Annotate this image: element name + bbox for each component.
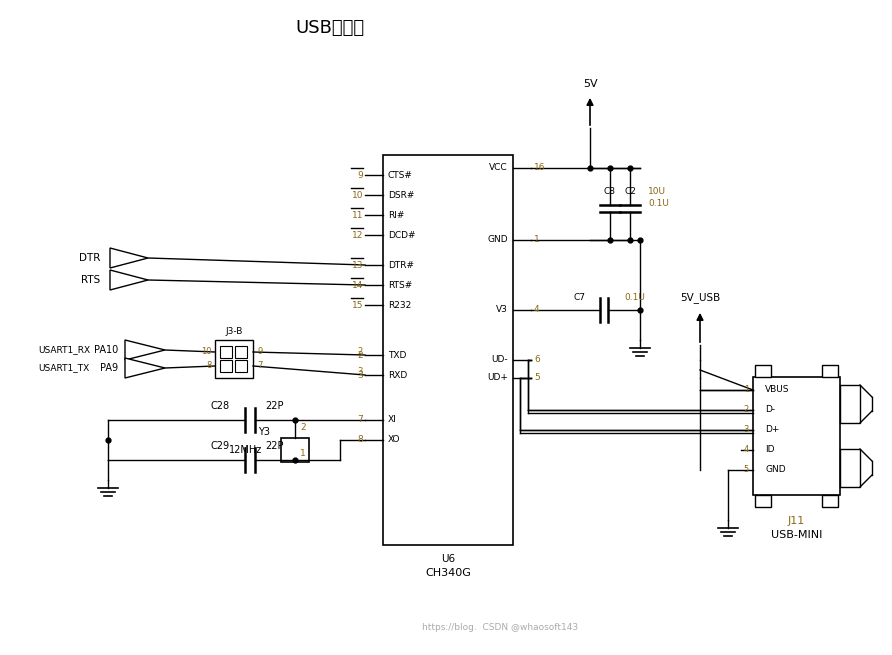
Text: 1: 1 (744, 386, 749, 394)
Bar (215, 340, 253, 378)
Text: 5: 5 (744, 466, 749, 474)
Text: 12: 12 (351, 231, 363, 240)
Text: Y3: Y3 (258, 427, 270, 437)
Bar (220, 346, 232, 358)
Text: C8: C8 (604, 187, 616, 196)
Text: 22P: 22P (266, 441, 285, 451)
Text: RTS#: RTS# (388, 280, 412, 290)
Text: USART1_TX: USART1_TX (38, 364, 89, 373)
Bar (235, 360, 247, 372)
Text: 11: 11 (351, 210, 363, 219)
Bar (840, 449, 860, 487)
Text: 3: 3 (358, 367, 363, 377)
Text: 14: 14 (351, 280, 363, 290)
Text: C29: C29 (211, 441, 229, 451)
Text: 1: 1 (300, 449, 306, 458)
Text: C7: C7 (574, 293, 586, 303)
Text: 4: 4 (744, 445, 749, 455)
Text: 3: 3 (358, 371, 363, 379)
Text: D-: D- (765, 405, 775, 415)
Text: VCC: VCC (490, 164, 508, 172)
Text: 10: 10 (202, 348, 212, 356)
Text: XO: XO (388, 436, 401, 445)
Text: V3: V3 (496, 305, 508, 314)
Bar (840, 385, 860, 423)
Text: 4: 4 (534, 305, 540, 314)
Bar (281, 438, 309, 462)
Bar (220, 360, 232, 372)
Polygon shape (125, 340, 165, 360)
Text: 2: 2 (744, 405, 749, 415)
Text: USB转串口: USB转串口 (295, 19, 365, 37)
Text: R232: R232 (388, 301, 411, 310)
Text: 0.1U: 0.1U (624, 293, 645, 303)
Text: UD+: UD+ (487, 373, 508, 383)
Text: RXD: RXD (388, 371, 408, 379)
Text: 2: 2 (300, 424, 306, 432)
Text: VBUS: VBUS (765, 386, 789, 394)
Text: GND: GND (487, 236, 508, 244)
Text: 1: 1 (534, 236, 540, 244)
Text: 12MHz: 12MHz (228, 445, 262, 455)
Text: 6: 6 (534, 356, 540, 364)
Text: CTS#: CTS# (388, 170, 413, 179)
Polygon shape (110, 248, 148, 268)
Text: TXD: TXD (388, 350, 407, 360)
Polygon shape (125, 358, 165, 378)
Text: 9: 9 (358, 170, 363, 179)
Text: XI: XI (388, 415, 397, 424)
Text: 7: 7 (358, 415, 363, 424)
Text: GND: GND (765, 466, 786, 474)
Text: 7: 7 (257, 362, 262, 371)
Text: C2: C2 (624, 187, 636, 196)
Bar (753, 377, 840, 495)
Text: DCD#: DCD# (388, 231, 416, 240)
Bar (235, 346, 247, 358)
Text: 13: 13 (351, 261, 363, 269)
Text: U6: U6 (441, 554, 455, 564)
Text: DTR#: DTR# (388, 261, 414, 269)
Text: PA10: PA10 (94, 345, 118, 355)
Text: 8: 8 (358, 436, 363, 445)
Text: 0.1U: 0.1U (648, 200, 669, 208)
Text: 9: 9 (257, 348, 262, 356)
Text: D+: D+ (765, 426, 780, 434)
Text: RTS: RTS (81, 275, 100, 285)
Text: 5V: 5V (582, 79, 598, 89)
Text: J11: J11 (788, 516, 805, 526)
Bar (822, 495, 838, 507)
Bar (755, 365, 771, 377)
Text: C28: C28 (211, 401, 229, 411)
Text: 8: 8 (207, 362, 212, 371)
Text: 2: 2 (358, 348, 363, 356)
Text: 5V_USB: 5V_USB (680, 293, 720, 303)
Text: 10: 10 (351, 191, 363, 200)
Text: J3-B: J3-B (226, 328, 243, 337)
Text: UD-: UD- (491, 356, 508, 364)
Text: ID: ID (765, 445, 774, 455)
Text: 5: 5 (534, 373, 540, 383)
Text: RI#: RI# (388, 210, 404, 219)
Text: 10U: 10U (648, 187, 666, 196)
Text: USART1_RX: USART1_RX (38, 345, 90, 354)
Text: CH340G: CH340G (425, 568, 471, 578)
Bar (383, 155, 513, 545)
Polygon shape (110, 270, 148, 290)
Text: 3: 3 (744, 426, 749, 434)
Text: DTR: DTR (78, 253, 100, 263)
Text: 2: 2 (358, 350, 363, 360)
Text: 22P: 22P (266, 401, 285, 411)
Bar (755, 495, 771, 507)
Text: PA9: PA9 (100, 363, 118, 373)
Text: 16: 16 (534, 164, 546, 172)
Text: 15: 15 (351, 301, 363, 310)
Bar (822, 365, 838, 377)
Text: DSR#: DSR# (388, 191, 415, 200)
Text: USB-MINI: USB-MINI (771, 530, 822, 540)
Text: https://blog.  CSDN @whaosoft143: https://blog. CSDN @whaosoft143 (422, 624, 578, 633)
